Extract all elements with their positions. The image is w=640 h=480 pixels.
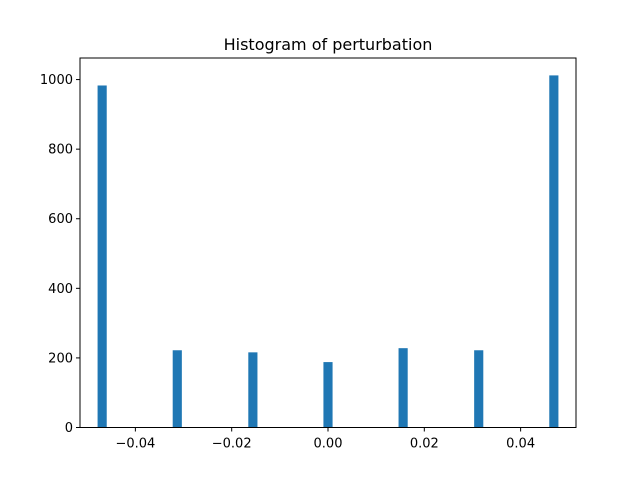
histogram-bar: [248, 352, 258, 428]
histogram-bar: [474, 350, 484, 428]
plot-frame: [79, 57, 577, 428]
axes-group: −0.04 −0.02 0.00 0.02 0.04 0 200 400 600 800 1000: [40, 73, 535, 451]
x-tick-label: 0.00: [314, 437, 343, 452]
histogram-bar: [97, 85, 107, 428]
y-tick-label: 1000: [40, 73, 73, 88]
y-tick-label: 600: [48, 212, 73, 227]
y-tick-label: 800: [48, 143, 73, 158]
y-tick-label: 200: [48, 351, 73, 366]
histogram-bar: [398, 348, 408, 428]
x-tick-label: −0.04: [115, 437, 155, 452]
histogram-bar: [549, 75, 559, 428]
y-tick-label: 0: [65, 421, 73, 436]
bars-group: [97, 75, 559, 428]
histogram-bar: [172, 350, 182, 428]
chart-title: Histogram of perturbation: [224, 35, 433, 54]
x-tick-label: −0.02: [212, 437, 252, 452]
y-tick-label: 400: [48, 282, 73, 297]
x-tick-label: 0.04: [506, 437, 535, 452]
histogram-bar: [323, 362, 333, 428]
x-tick-label: 0.02: [410, 437, 439, 452]
